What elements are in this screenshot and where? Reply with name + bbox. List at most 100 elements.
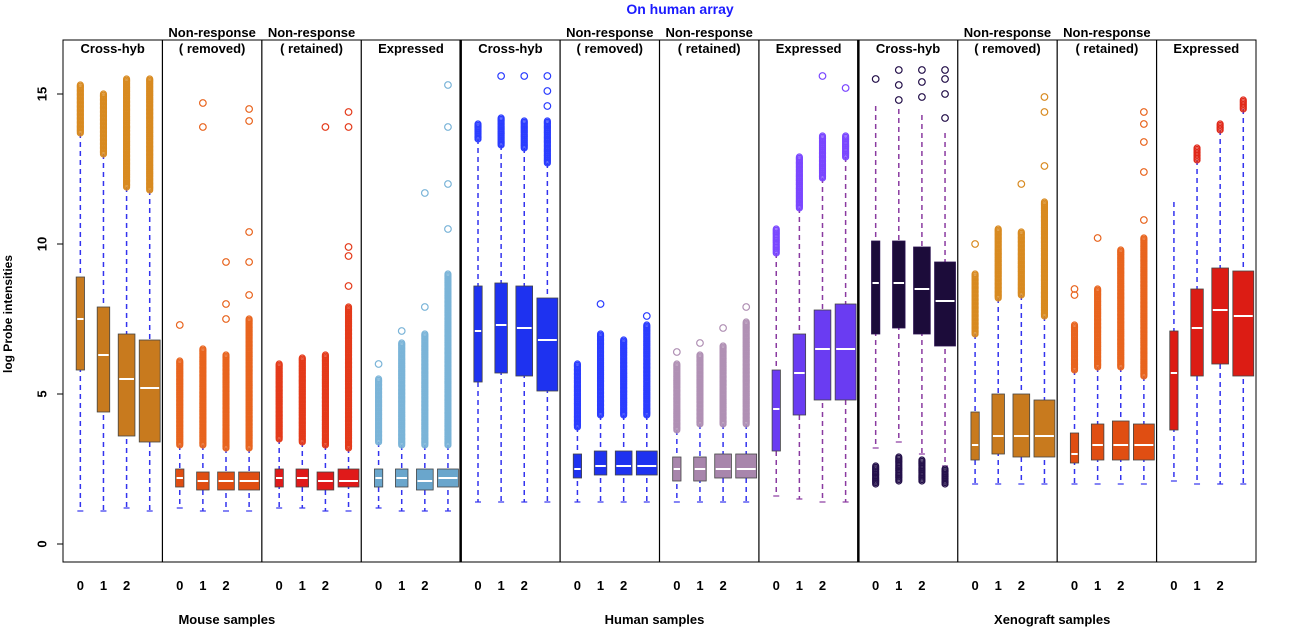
box-body xyxy=(934,261,956,347)
outlier-point xyxy=(275,435,283,443)
box-extra xyxy=(735,303,758,503)
outlier-point xyxy=(1040,162,1049,170)
panel-title: Cross-hyb xyxy=(478,41,542,56)
panel-title: ( removed) xyxy=(974,41,1040,56)
outlier-point xyxy=(1139,120,1148,128)
x-tick-label: 2 xyxy=(421,578,428,593)
outlier-point xyxy=(398,441,406,449)
box-0: 0 xyxy=(473,120,483,593)
outlier-point xyxy=(673,426,681,434)
outlier-point xyxy=(1193,156,1201,164)
x-tick-label: 1 xyxy=(995,578,1002,593)
box-extra xyxy=(934,66,956,488)
box-body xyxy=(1133,423,1155,461)
box-extra xyxy=(1133,108,1155,485)
outlier-point xyxy=(444,225,452,233)
box-body xyxy=(1211,267,1229,365)
outlier-point xyxy=(1040,312,1049,320)
box-body xyxy=(494,282,508,374)
box-body xyxy=(96,306,111,413)
x-tick-label: 0 xyxy=(574,578,581,593)
x-tick-label: 1 xyxy=(299,578,306,593)
panel-title: Expressed xyxy=(1173,41,1239,56)
box-body xyxy=(473,285,483,383)
outlier-point xyxy=(1139,138,1148,146)
outlier-point xyxy=(421,441,429,449)
box-body xyxy=(1169,330,1179,431)
outlier-point xyxy=(719,324,727,332)
box-extra xyxy=(1033,93,1056,485)
box-1: 1 xyxy=(96,90,111,593)
box-1: 1 xyxy=(593,300,608,593)
outlier-point xyxy=(474,135,482,143)
panel: Expressed 0 1 2 xyxy=(771,41,857,593)
box-body xyxy=(1033,399,1056,458)
box-2: 2 xyxy=(813,72,832,593)
outlier-point xyxy=(122,183,131,191)
outlier-point xyxy=(397,327,406,335)
x-tick-label: 0 xyxy=(276,578,283,593)
box-body xyxy=(572,453,582,479)
x-tick-label: 0 xyxy=(872,578,879,593)
x-tick-label: 2 xyxy=(123,578,130,593)
box-extra xyxy=(337,108,360,512)
box-body xyxy=(635,450,658,476)
box-1: 1 xyxy=(792,153,807,593)
box-0: 0 xyxy=(871,75,881,593)
outlier-point xyxy=(1140,372,1148,380)
x-tick-label: 1 xyxy=(1094,578,1101,593)
box-body xyxy=(75,276,85,371)
outlier-point xyxy=(971,330,979,338)
outlier-point xyxy=(497,141,505,149)
outlier-point xyxy=(795,204,803,212)
x-tick-label: 2 xyxy=(620,578,627,593)
outlier-point xyxy=(696,420,704,428)
box-body xyxy=(771,369,781,452)
box-body xyxy=(593,450,608,476)
outlier-point xyxy=(596,300,605,308)
box-body xyxy=(892,240,906,329)
panel: Non-response( removed) 0 1 2 xyxy=(168,25,260,593)
outlier-point xyxy=(198,123,207,131)
outlier-point xyxy=(344,282,353,290)
outlier-point xyxy=(1117,363,1125,371)
box-2: 2 xyxy=(614,336,633,593)
x-tick-label: 1 xyxy=(199,578,206,593)
panel-title: Non-response xyxy=(964,25,1051,40)
outlier-point xyxy=(818,72,827,80)
outlier-point xyxy=(894,96,903,104)
box-0: 0 xyxy=(1069,285,1080,593)
panel: Cross-hyb 0 1 2 xyxy=(871,41,956,593)
box-1: 1 xyxy=(395,327,409,593)
box-body xyxy=(792,333,807,416)
y-tick-label: 10 xyxy=(34,237,49,251)
panel-title: Non-response xyxy=(566,25,653,40)
box-extra xyxy=(1232,96,1255,485)
box-0: 0 xyxy=(75,81,85,593)
x-tick-label: 2 xyxy=(1117,578,1124,593)
panel-title: Non-response xyxy=(168,25,255,40)
panel-title: Cross-hyb xyxy=(876,41,940,56)
outlier-point xyxy=(818,174,827,182)
outlier-point xyxy=(643,411,651,419)
x-tick-label: 0 xyxy=(971,578,978,593)
outlier-point xyxy=(696,339,704,347)
outlier-point xyxy=(497,72,506,80)
x-tick-label: 1 xyxy=(597,578,604,593)
outlier-point xyxy=(872,480,880,488)
box-body xyxy=(614,450,633,476)
outlier-point xyxy=(176,441,184,449)
panel-title: ( retained) xyxy=(678,41,741,56)
box-1: 1 xyxy=(196,99,210,593)
outlier-point xyxy=(742,303,751,311)
panel-title: ( removed) xyxy=(577,41,643,56)
box-2: 2 xyxy=(1211,120,1229,593)
outlier-point xyxy=(321,441,330,449)
box-2: 2 xyxy=(117,75,136,593)
x-tick-label: 1 xyxy=(100,578,107,593)
outlier-point xyxy=(918,66,926,74)
box-extra xyxy=(238,105,260,512)
panel: Cross-hyb 0 1 2 xyxy=(75,41,161,593)
outlier-point xyxy=(444,441,452,449)
